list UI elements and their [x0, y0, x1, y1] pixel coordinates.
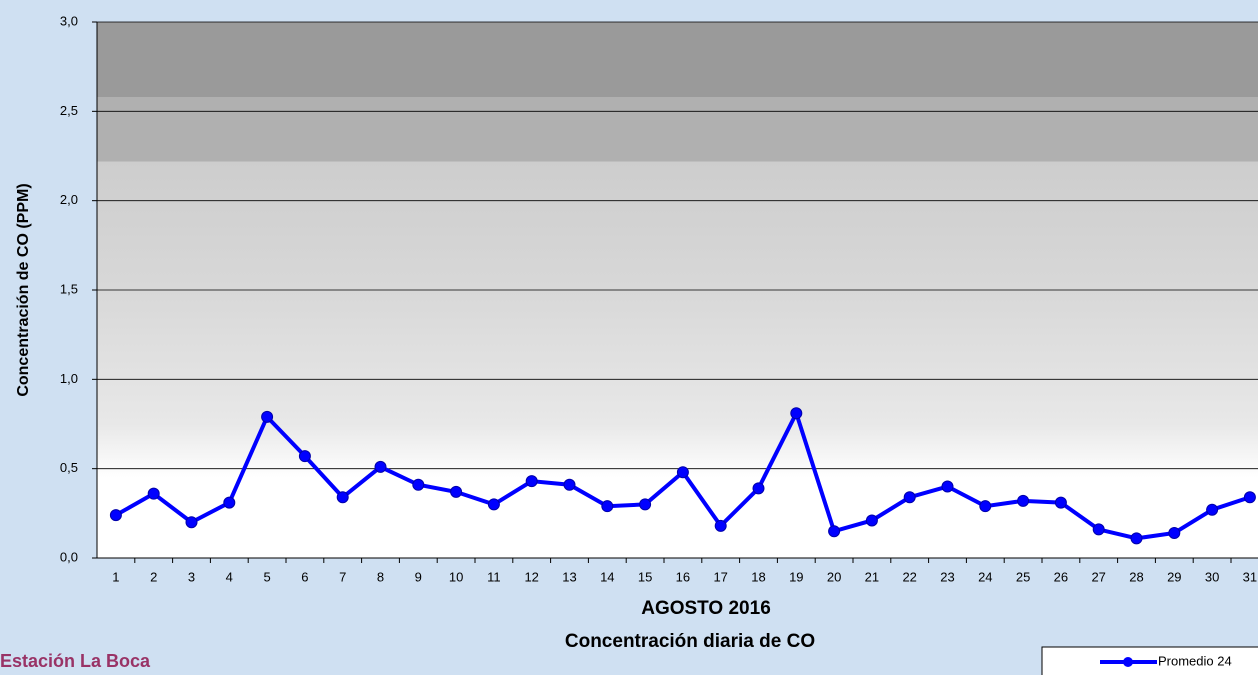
data-point: [1131, 533, 1142, 544]
chart-title: AGOSTO 2016: [641, 598, 771, 619]
data-point: [829, 526, 840, 537]
x-tick-label: 30: [1205, 569, 1219, 584]
x-tick-label: 9: [415, 569, 422, 584]
data-point: [564, 479, 575, 490]
data-point: [904, 492, 915, 503]
x-tick-label: 10: [449, 569, 463, 584]
station-label: Estación La Boca: [0, 651, 151, 671]
x-tick-label: 15: [638, 569, 652, 584]
legend-marker: [1123, 657, 1133, 667]
x-tick-label: 20: [827, 569, 841, 584]
data-point: [980, 501, 991, 512]
x-tick-label: 7: [339, 569, 346, 584]
x-tick-label: 12: [524, 569, 538, 584]
data-point: [488, 499, 499, 510]
data-point: [451, 486, 462, 497]
data-point: [602, 501, 613, 512]
legend-label: Promedio 24: [1158, 653, 1232, 668]
data-point: [1055, 497, 1066, 508]
x-tick-label: 11: [487, 569, 501, 584]
data-point: [148, 488, 159, 499]
x-tick-label: 26: [1054, 569, 1068, 584]
data-point: [866, 515, 877, 526]
x-tick-label: 5: [263, 569, 270, 584]
data-point: [715, 520, 726, 531]
data-point: [413, 479, 424, 490]
x-tick-label: 8: [377, 569, 384, 584]
x-tick-label: 24: [978, 569, 992, 584]
x-tick-label: 18: [751, 569, 765, 584]
x-tick-label: 29: [1167, 569, 1181, 584]
data-point: [1244, 492, 1255, 503]
data-point: [110, 510, 121, 521]
data-point: [186, 517, 197, 528]
y-tick-label: 0,5: [60, 460, 78, 475]
x-tick-label: 14: [600, 569, 614, 584]
x-tick-label: 6: [301, 569, 308, 584]
data-point: [1169, 527, 1180, 538]
data-point: [1093, 524, 1104, 535]
data-point: [262, 411, 273, 422]
x-tick-label: 1: [112, 569, 119, 584]
chart: Concentración de CO (PPM) AGOSTO 2016 Co…: [0, 0, 1258, 675]
x-tick-label: 13: [562, 569, 576, 584]
x-tick-label: 25: [1016, 569, 1030, 584]
data-point: [791, 408, 802, 419]
x-tick-label: 21: [865, 569, 879, 584]
y-tick-label: 1,5: [60, 281, 78, 296]
data-point: [224, 497, 235, 508]
x-tick-label: 2: [150, 569, 157, 584]
data-point: [526, 476, 537, 487]
data-point: [677, 467, 688, 478]
x-tick-label: 23: [940, 569, 954, 584]
x-tick-label: 4: [226, 569, 233, 584]
y-tick-label: 2,5: [60, 103, 78, 118]
x-tick-label: 28: [1129, 569, 1143, 584]
data-point: [753, 483, 764, 494]
data-point: [375, 461, 386, 472]
y-axis-label: Concentración de CO (PPM): [15, 183, 32, 396]
data-point: [1018, 495, 1029, 506]
x-tick-label: 17: [713, 569, 727, 584]
y-tick-label: 0,0: [60, 549, 78, 564]
x-tick-label: 27: [1091, 569, 1105, 584]
chart-subtitle: Concentración diaria de CO: [565, 631, 815, 652]
data-point: [299, 451, 310, 462]
x-tick-label: 31: [1243, 569, 1257, 584]
x-tick-label: 22: [902, 569, 916, 584]
data-point: [337, 492, 348, 503]
x-tick-label: 3: [188, 569, 195, 584]
x-tick-label: 19: [789, 569, 803, 584]
data-point: [942, 481, 953, 492]
x-tick-label: 16: [676, 569, 690, 584]
y-tick-label: 1,0: [60, 371, 78, 386]
data-point: [640, 499, 651, 510]
y-tick-label: 2,0: [60, 192, 78, 207]
data-point: [1207, 504, 1218, 515]
page: Concentración de CO (PPM) AGOSTO 2016 Co…: [0, 0, 1258, 675]
y-tick-label: 3,0: [60, 13, 78, 28]
